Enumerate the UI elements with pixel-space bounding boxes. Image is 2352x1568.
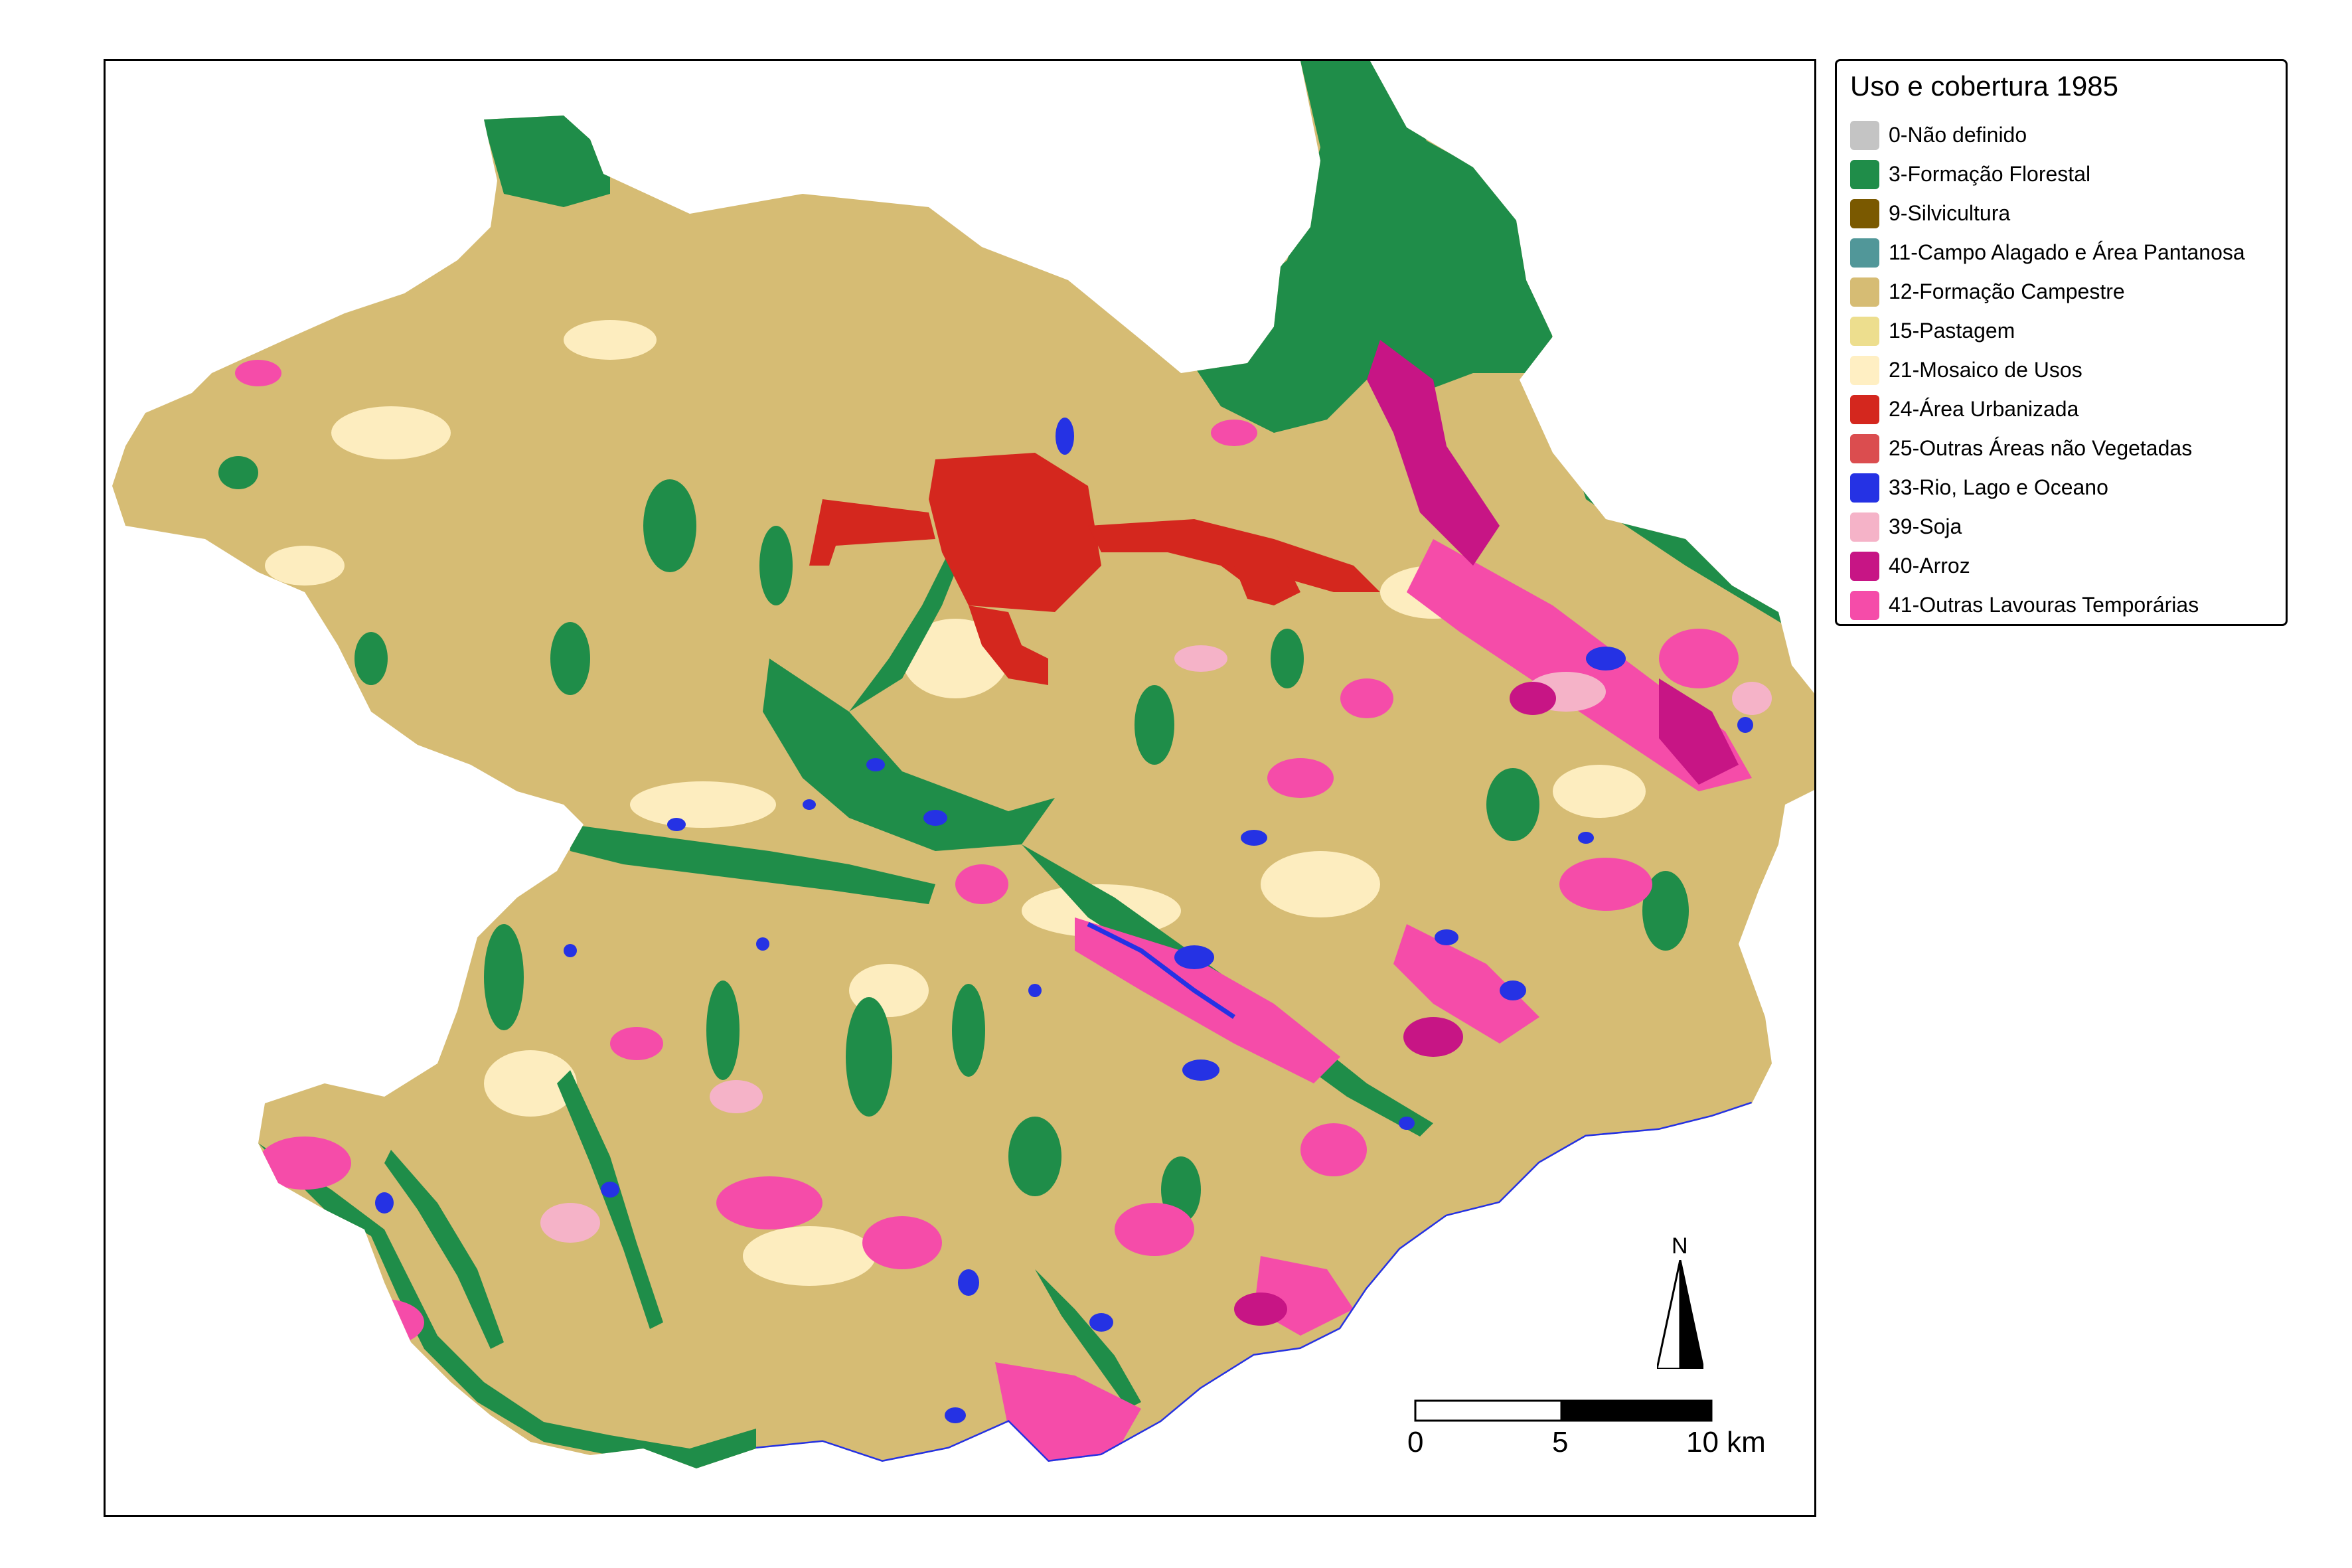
scale-bar xyxy=(1414,1399,1713,1422)
legend: Uso e cobertura 1985 0-Não definido 3-Fo… xyxy=(1835,59,2288,626)
legend-item: 33-Rio, Lago e Oceano xyxy=(1850,468,2245,507)
legend-item: 11-Campo Alagado e Área Pantanosa xyxy=(1850,233,2245,272)
scale-tick-0: 0 xyxy=(1407,1426,1424,1458)
legend-swatch xyxy=(1850,590,1879,620)
land-cover-layers xyxy=(112,61,1814,1468)
legend-item: 40-Arroz xyxy=(1850,546,2245,586)
legend-item: 15-Pastagem xyxy=(1850,311,2245,351)
legend-label: 41-Outras Lavouras Temporárias xyxy=(1889,593,2199,617)
legend-item: 9-Silvicultura xyxy=(1850,194,2245,233)
legend-label: 11-Campo Alagado e Área Pantanosa xyxy=(1889,240,2245,264)
legend-swatch xyxy=(1850,433,1879,463)
legend-item: 25-Outras Áreas não Vegetadas xyxy=(1850,429,2245,468)
legend-item: 0-Não definido xyxy=(1850,116,2245,155)
legend-label: 39-Soja xyxy=(1889,514,1962,538)
legend-item: 21-Mosaico de Usos xyxy=(1850,351,2245,390)
legend-swatch xyxy=(1850,277,1879,307)
legend-label: 33-Rio, Lago e Oceano xyxy=(1889,475,2108,499)
legend-label: 15-Pastagem xyxy=(1889,319,2015,343)
legend-label: 40-Arroz xyxy=(1889,554,1970,578)
legend-swatch xyxy=(1850,355,1879,385)
map-frame xyxy=(104,59,1816,1517)
legend-title: Uso e cobertura 1985 xyxy=(1850,70,2118,102)
legend-swatch xyxy=(1850,198,1879,228)
legend-item: 41-Outras Lavouras Temporárias xyxy=(1850,586,2245,625)
legend-label: 0-Não definido xyxy=(1889,123,2027,147)
legend-swatch xyxy=(1850,473,1879,503)
legend-swatch xyxy=(1850,394,1879,424)
legend-label: 21-Mosaico de Usos xyxy=(1889,358,2082,382)
legend-swatch xyxy=(1850,316,1879,346)
scale-tick-10: 10 km xyxy=(1686,1426,1766,1458)
legend-swatch xyxy=(1850,238,1879,268)
scale-tick-5: 5 xyxy=(1552,1426,1569,1458)
legend-label: 3-Formação Florestal xyxy=(1889,162,2091,186)
land-cover-map xyxy=(112,61,1814,1468)
legend-label: 12-Formação Campestre xyxy=(1889,279,2125,303)
legend-label: 25-Outras Áreas não Vegetadas xyxy=(1889,436,2193,460)
legend-label: 24-Área Urbanizada xyxy=(1889,397,2079,421)
legend-swatch xyxy=(1850,120,1879,150)
legend-label: 9-Silvicultura xyxy=(1889,201,2011,225)
legend-item: 12-Formação Campestre xyxy=(1850,272,2245,311)
legend-item: 39-Soja xyxy=(1850,507,2245,546)
legend-item: 24-Área Urbanizada xyxy=(1850,390,2245,429)
legend-item: 3-Formação Florestal xyxy=(1850,155,2245,194)
legend-swatch xyxy=(1850,512,1879,542)
north-arrow-icon xyxy=(1657,1260,1703,1369)
legend-swatch xyxy=(1850,159,1879,189)
north-arrow-label: N xyxy=(1672,1233,1688,1259)
legend-swatch xyxy=(1850,551,1879,581)
legend-items: 0-Não definido 3-Formação Florestal 9-Si… xyxy=(1850,116,2245,625)
